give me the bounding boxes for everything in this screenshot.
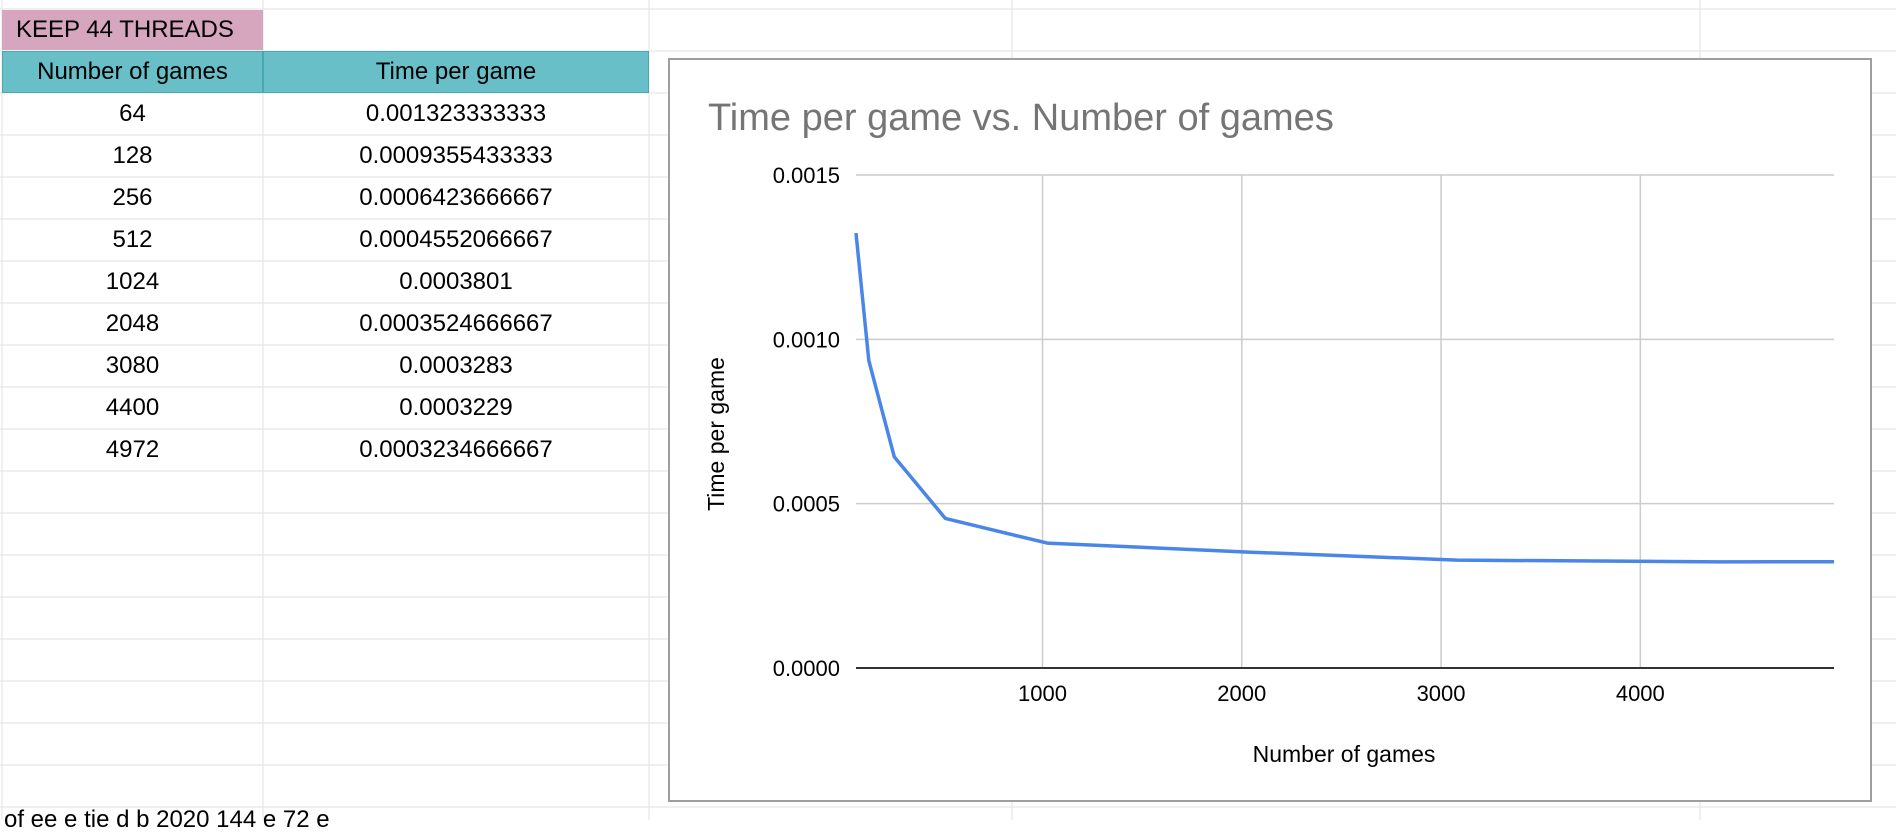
x-tick-label: 3000 (1417, 681, 1466, 706)
cell-time-per-game[interactable]: 0.0004552066667 (359, 226, 553, 253)
cell-number-of-games[interactable]: 2048 (105, 310, 160, 337)
header-number-of-games[interactable]: Number of games (2, 51, 263, 93)
series-line[interactable] (854, 232, 1835, 564)
chart-container[interactable]: Time per game vs. Number of games Number… (668, 58, 1872, 802)
x-tick-label: 1000 (1018, 681, 1067, 706)
cell-time-per-game[interactable]: 0.0003524666667 (359, 310, 553, 337)
cell-time-per-game[interactable]: 0.0009355433333 (359, 142, 553, 169)
y-tick-label: 0.0015 (773, 163, 840, 188)
y-tick-label: 0.0010 (773, 327, 840, 352)
cell-number-of-games[interactable]: 64 (119, 100, 146, 127)
cell-number-of-games[interactable]: 256 (112, 184, 153, 211)
cell-number-of-games[interactable]: 512 (112, 226, 153, 253)
cell-time-per-game[interactable]: 0.0003234666667 (359, 436, 553, 463)
partial-text-row: of ee e tie d b 2020 144 e 72 e (4, 806, 330, 833)
y-axis-label: Time per game (703, 357, 729, 511)
cell-number-of-games[interactable]: 4400 (105, 394, 160, 421)
line-chart: Time per game vs. Number of games Number… (703, 97, 1835, 767)
cell-number-of-games[interactable]: 1024 (105, 268, 160, 295)
cell-number-of-games[interactable]: 3080 (105, 352, 160, 379)
cell-time-per-game[interactable]: 0.0003229 (399, 394, 513, 421)
cell-time-per-game[interactable]: 0.001323333333 (365, 100, 547, 127)
y-tick-label: 0.0005 (773, 492, 840, 517)
x-tick-label: 2000 (1217, 681, 1266, 706)
sheet-title-cell[interactable]: KEEP 44 THREADS (2, 10, 263, 50)
cell-time-per-game[interactable]: 0.0006423666667 (359, 184, 553, 211)
header-time-per-game[interactable]: Time per game (263, 51, 649, 93)
cell-time-per-game[interactable]: 0.0003801 (399, 268, 513, 295)
x-tick-label: 4000 (1616, 681, 1665, 706)
y-tick-label: 0.0000 (773, 656, 840, 681)
x-axis-label: Number of games (1253, 741, 1436, 767)
cell-time-per-game[interactable]: 0.0003283 (399, 352, 513, 379)
cell-number-of-games[interactable]: 128 (112, 142, 153, 169)
cell-number-of-games[interactable]: 4972 (105, 436, 160, 463)
chart-title: Time per game vs. Number of games (708, 97, 1334, 139)
